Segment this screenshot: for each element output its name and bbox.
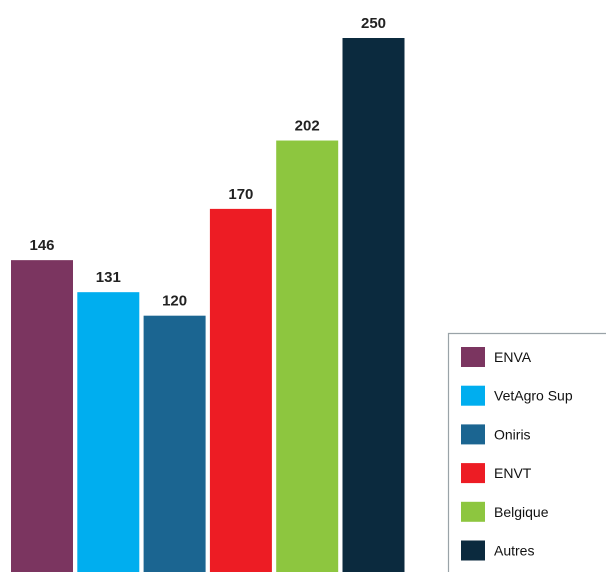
value-label: 120: [162, 293, 187, 310]
bar: [342, 38, 405, 572]
legend-swatch: [461, 501, 485, 522]
value-label: 202: [295, 118, 320, 135]
legend-label: Autres: [494, 543, 534, 559]
legend-swatch: [461, 385, 485, 406]
value-label: 170: [228, 186, 253, 203]
legend-label: VetAgro Sup: [494, 388, 573, 404]
legend-label: Oniris: [494, 426, 531, 442]
bar: [209, 208, 272, 572]
bar: [11, 260, 73, 572]
legend-label: ENVT: [494, 465, 532, 481]
value-label: 146: [29, 237, 54, 254]
legend-frame: [447, 332, 606, 572]
bar: [276, 140, 339, 572]
legend-swatch: [461, 540, 485, 561]
bar: [77, 292, 140, 572]
legend-swatch: [461, 463, 485, 484]
legend-label: ENVA: [494, 349, 532, 365]
legend-swatch: [461, 424, 485, 445]
bar: [143, 315, 206, 572]
value-label: 250: [361, 15, 386, 32]
legend-label: Belgique: [494, 504, 549, 520]
legend-swatch: [461, 347, 485, 367]
value-label: 131: [96, 269, 121, 286]
